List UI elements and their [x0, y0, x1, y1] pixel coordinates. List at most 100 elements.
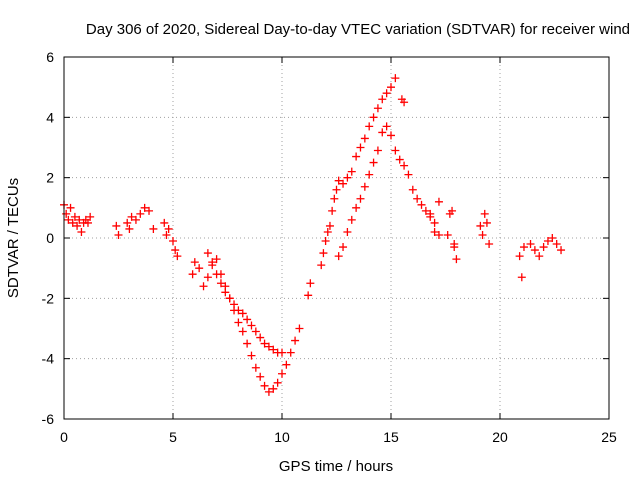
data-point: [478, 230, 487, 239]
data-point: [162, 230, 171, 239]
data-point: [515, 252, 524, 261]
data-point: [430, 218, 439, 227]
data-point: [391, 146, 400, 155]
data-point: [260, 339, 269, 348]
data-point: [400, 161, 409, 170]
data-point: [225, 294, 234, 303]
data-point: [306, 279, 315, 288]
data-point: [360, 182, 369, 191]
data-point: [552, 240, 561, 249]
data-point: [387, 131, 395, 140]
data-point: [530, 246, 539, 255]
data-point: [382, 122, 391, 131]
data-point: [160, 218, 169, 227]
data-point: [330, 194, 339, 203]
data-point: [365, 170, 374, 179]
data-point: [480, 209, 489, 218]
x-tick-label: 10: [274, 429, 290, 445]
data-point: [251, 327, 260, 336]
data-point: [68, 218, 77, 227]
data-point: [212, 255, 221, 264]
data-point: [339, 243, 348, 252]
data-point: [369, 158, 378, 167]
data-point: [282, 360, 291, 369]
y-tick-label: 4: [46, 109, 54, 125]
data-point: [188, 270, 197, 279]
data-point: [264, 387, 273, 396]
data-point: [278, 369, 286, 378]
data-point: [171, 246, 180, 255]
data-point: [203, 249, 212, 258]
y-tick-label: -2: [42, 290, 55, 306]
y-tick-label: 6: [46, 49, 54, 65]
data-point: [70, 212, 79, 221]
x-tick-label: 25: [601, 429, 617, 445]
data-point: [269, 345, 278, 354]
data-point: [64, 215, 73, 224]
data-point: [264, 342, 273, 351]
data-point: [216, 279, 225, 288]
y-axis-title: SDTVAR / TECUs: [5, 178, 22, 298]
y-tick-label: -6: [42, 411, 55, 427]
data-point: [448, 206, 457, 215]
data-point: [557, 246, 566, 255]
data-point: [145, 206, 154, 215]
data-point: [247, 321, 256, 330]
data-point: [199, 282, 208, 291]
data-point: [125, 224, 134, 233]
data-point: [164, 224, 173, 233]
data-point: [373, 146, 382, 155]
data-point: [83, 218, 92, 227]
data-point: [434, 197, 443, 206]
data-point: [325, 221, 334, 230]
data-point: [278, 348, 286, 357]
x-tick-label: 15: [383, 429, 399, 445]
data-point: [269, 384, 278, 393]
data-point: [256, 372, 265, 381]
data-point: [256, 333, 265, 342]
data-point: [323, 227, 332, 236]
axis-ticks: 0 5 10 15 20 25 -6 -4 -2 0 2 4 6: [42, 49, 617, 445]
data-point: [190, 258, 199, 267]
data-points: [60, 74, 566, 396]
data-point: [343, 173, 352, 182]
data-point: [251, 363, 260, 372]
data-point: [373, 104, 382, 113]
data-point: [519, 243, 528, 252]
chart-title: Day 306 of 2020, Sidereal Day-to-day VTE…: [86, 21, 630, 38]
data-point: [221, 288, 230, 297]
data-point: [378, 128, 387, 137]
data-point: [208, 258, 217, 267]
data-point: [482, 218, 491, 227]
data-point: [430, 227, 439, 236]
data-point: [247, 351, 256, 360]
data-point: [391, 74, 400, 83]
data-point: [127, 212, 136, 221]
data-point: [413, 194, 422, 203]
y-tick-label: 0: [46, 230, 54, 246]
data-point: [543, 237, 552, 246]
data-point: [539, 243, 548, 252]
x-tick-label: 0: [60, 429, 68, 445]
data-point: [295, 324, 304, 333]
data-point: [123, 218, 132, 227]
data-point: [360, 134, 369, 143]
data-point: [169, 237, 177, 246]
data-point: [273, 378, 282, 387]
data-point: [321, 237, 330, 246]
data-point: [203, 273, 212, 282]
data-point: [352, 152, 361, 161]
x-tick-label: 5: [169, 429, 177, 445]
data-point: [387, 83, 395, 92]
data-point: [73, 221, 82, 230]
data-point: [212, 270, 221, 279]
data-point: [304, 291, 313, 300]
data-point: [334, 252, 343, 261]
data-point: [114, 230, 123, 239]
data-point: [378, 95, 387, 104]
data-point: [195, 264, 204, 273]
data-point: [426, 209, 435, 218]
data-point: [77, 227, 86, 236]
data-point: [238, 309, 247, 318]
